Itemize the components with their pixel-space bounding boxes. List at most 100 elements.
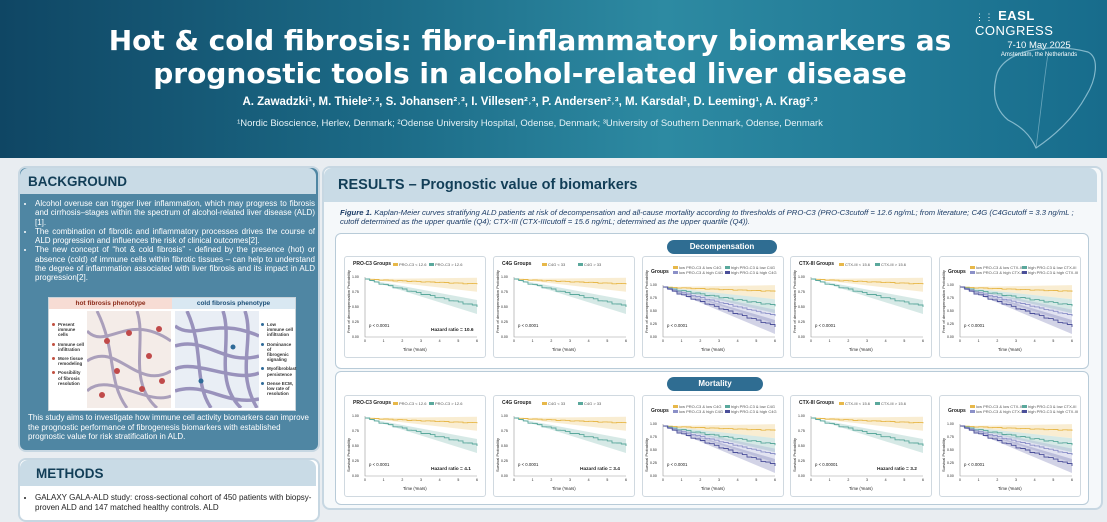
km-ytick: 0.50 [798, 305, 805, 309]
background-bullet: The combination of fibrotic and inflamma… [35, 227, 315, 246]
km-pvalue: p < 0.0001 [518, 323, 539, 328]
km-ylabel: Free of decompensation Probability [644, 270, 649, 333]
km-title: PRO-C3 Groups [353, 400, 392, 406]
km-ytick: 0.00 [798, 474, 805, 478]
km-ylabel: Survival Probability [644, 437, 649, 472]
km-xtick: 2 [699, 339, 702, 343]
methods-bullet: GALAXY GALA-ALD study: cross-sectional c… [35, 493, 317, 512]
km-xtick: 5 [903, 339, 906, 343]
km-xtick: 6 [1071, 478, 1073, 482]
km-ytick: 0.25 [352, 459, 359, 463]
km-curve [811, 278, 924, 307]
cold-item: Dense ECM, low rate of resolution [261, 381, 294, 397]
hot-fibrosis-illustration [87, 311, 171, 408]
km-ytick: 1.00 [947, 422, 954, 426]
km-xtick: 1 [977, 478, 980, 482]
km-xtick: 2 [550, 339, 553, 343]
km-ytick: 0.25 [798, 459, 805, 463]
km-ytick: 1.00 [798, 275, 805, 279]
hot-list: Present immune cells Immune cell infiltr… [52, 322, 84, 390]
km-axes [959, 424, 1072, 477]
km-legend-item: high PRO-C3 & high CTX-III [1022, 270, 1078, 275]
km-curve [365, 417, 478, 446]
km-xtick: 2 [847, 339, 850, 343]
km-ytick: 0.25 [650, 322, 657, 326]
km-legend-item: high PRO-C3 & low C4G [725, 404, 775, 409]
km-axes [364, 416, 477, 477]
km-ytick: 0.75 [947, 296, 954, 300]
km-xtick: 5 [755, 478, 758, 482]
km-xtick: 6 [774, 339, 776, 343]
km-ytick: 0.00 [352, 335, 359, 339]
km-legend-item: C4G > 33 [578, 262, 601, 267]
km-hazard-ratio: Hazard ratio = 3.4 [580, 467, 620, 472]
km-plot-decomp-5: Groups low PRO-C3 & low CTX-III high PRO-C… [939, 256, 1081, 358]
km-curve [514, 278, 627, 307]
km-legend-item: low PRO-C3 & high C4G [673, 270, 723, 275]
km-xtick: 4 [884, 339, 887, 343]
km-pvalue: p < 0.0001 [369, 323, 390, 328]
km-xtick: 1 [382, 478, 385, 482]
km-ytick: 0.00 [650, 474, 657, 478]
km-legend-item: low PRO-C3 & high CTX-III [970, 270, 1024, 275]
km-xtick: 3 [569, 339, 571, 343]
km-title: Groups [651, 269, 669, 275]
km-ytick: 0.25 [501, 320, 508, 324]
km-ytick: 0.50 [947, 309, 954, 313]
decompensation-label: Decompensation [667, 240, 777, 254]
km-ytick: 0.00 [947, 335, 954, 339]
km-plot-decomp-1: PRO-C3 Groups PRO-C3 < 12.6 PRO-C3 > 12.6 1… [344, 256, 486, 358]
km-ci-band [960, 287, 1072, 324]
hot-item: More tissue remodeling [52, 356, 84, 366]
km-legend-item: high PRO-C3 & high C4G [725, 409, 777, 414]
easl-brand: EASL [998, 8, 1035, 23]
km-xtick: 1 [531, 339, 534, 343]
km-legend-item: low PRO-C3 & high C4G [673, 409, 723, 414]
km-ylabel: Free of decompensation Probability [346, 270, 351, 333]
km-ci-band [663, 287, 775, 324]
km-legend-item: CTX-III < 15.6 [839, 262, 870, 267]
km-ci-band [663, 426, 775, 463]
cold-fibrosis-illustration [175, 311, 259, 408]
km-xtick: 5 [1052, 339, 1055, 343]
km-xlabel: Time (Years) [701, 347, 725, 352]
km-plot-decomp-2: C4G Groups C4G < 33 C4G > 33 1.00 0.75 0.50 0.… [493, 256, 635, 358]
km-xtick: 2 [996, 478, 999, 482]
km-ci-band [960, 426, 1072, 453]
km-curve [663, 425, 776, 446]
km-xtick: 0 [959, 478, 961, 482]
km-xtick: 5 [1052, 478, 1055, 482]
km-curves [662, 285, 776, 338]
km-curves [662, 424, 776, 477]
km-xtick: 0 [810, 478, 812, 482]
km-xtick: 1 [382, 339, 385, 343]
affiliations: ¹Nordic Bioscience, Herlev, Denmark; ²Od… [237, 118, 823, 129]
figure-caption: Figure 1. Kaplan-Meier curves stratifyin… [340, 208, 1090, 226]
caption-label: Figure 1. [340, 208, 373, 217]
km-plot-mort-4: CTX-III Groups CTX-III < 15.6 CTX-III > 15… [790, 395, 932, 497]
km-xtick: 4 [736, 478, 739, 482]
km-xtick: 5 [457, 478, 460, 482]
km-ylabel: Survival Probability [346, 437, 351, 472]
km-curve [663, 425, 776, 456]
km-curve [960, 286, 1073, 292]
km-curve [960, 425, 1073, 446]
km-legend-item: CTX-III > 15.6 [875, 401, 906, 406]
km-ytick: 0.00 [501, 474, 508, 478]
km-xtick: 3 [866, 339, 868, 343]
km-ci-band [663, 287, 775, 314]
km-legend-item: high PRO-C3 & low C4G [725, 265, 775, 270]
km-xtick: 3 [1015, 478, 1017, 482]
km-xtick: 6 [1071, 339, 1073, 343]
km-xtick: 6 [476, 339, 478, 343]
km-legend-item: CTX-III < 15.6 [839, 401, 870, 406]
km-xtick: 3 [420, 339, 422, 343]
km-legend-item: high PRO-C3 & high CTX-III [1022, 409, 1078, 414]
km-title: C4G Groups [502, 400, 532, 406]
km-legend-item: high PRO-C3 & low CTX-III [1022, 265, 1076, 270]
km-xlabel: Time (Years) [701, 486, 725, 491]
methods-heading-bar: METHODS [20, 460, 316, 486]
km-curves [810, 416, 924, 477]
km-curve [663, 425, 776, 431]
km-xtick: 5 [606, 339, 609, 343]
